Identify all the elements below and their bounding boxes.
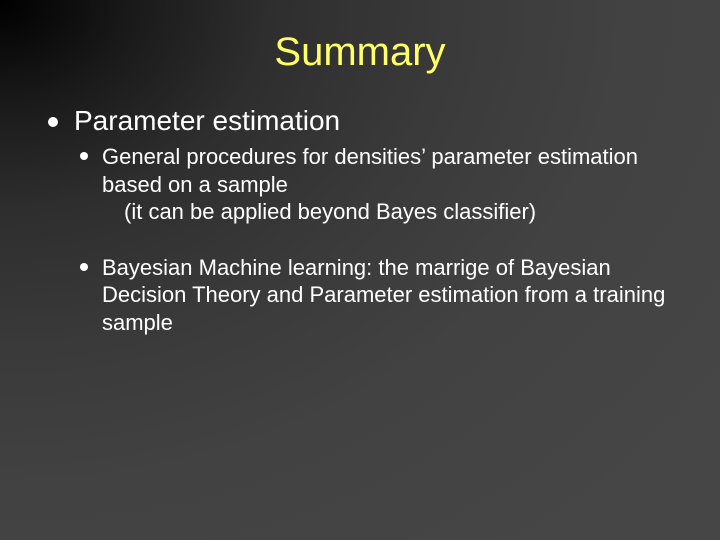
sub-bullet-line: General procedures for densities’ parame… (102, 144, 638, 169)
sub-bullet-line: Decision Theory and Parameter estimation… (102, 282, 587, 307)
sub-bullet-line: Bayesian Machine learning: the marrige o… (102, 255, 611, 280)
sub-bullet-item: Bayesian Machine learning: the marrige o… (74, 254, 680, 337)
bullet-item: Parameter estimation General procedures … (40, 105, 680, 336)
bullet-text: Parameter estimation (74, 105, 340, 136)
sub-bullet-line: (it can be applied beyond Bayes classifi… (102, 198, 680, 226)
bullet-list-outer: Parameter estimation General procedures … (40, 105, 680, 336)
sub-bullet-line: based on a sample (102, 172, 288, 197)
slide-container: Summary Parameter estimation General pro… (0, 0, 720, 540)
bullet-list-inner: General procedures for densities’ parame… (74, 143, 680, 336)
slide-title: Summary (40, 30, 680, 75)
sub-bullet-item: General procedures for densities’ parame… (74, 143, 680, 226)
